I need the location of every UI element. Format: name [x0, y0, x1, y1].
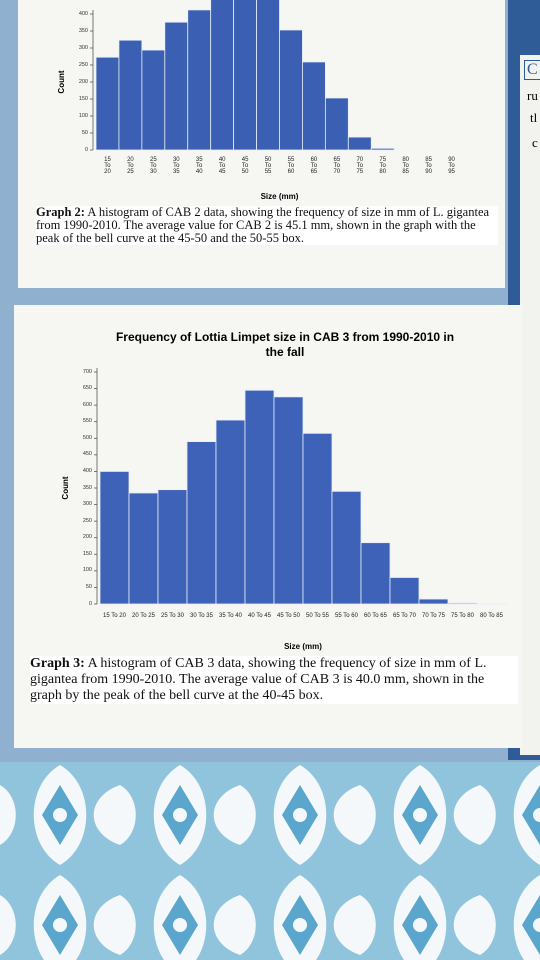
- x-axis-label: Size (mm): [260, 192, 299, 201]
- side-text: tl: [530, 110, 538, 125]
- bar: [128, 492, 159, 605]
- bar: [302, 432, 333, 605]
- bar: [118, 39, 143, 151]
- bar: [99, 471, 130, 605]
- x-tick-label: 55 To 60: [335, 613, 358, 619]
- bar: [302, 61, 326, 151]
- y-tick-label: 150: [82, 550, 92, 557]
- y-tick-label: 400: [78, 10, 88, 17]
- caption-label: Graph 2:: [36, 205, 85, 219]
- x-tick-label: 80 To 85: [480, 613, 503, 619]
- y-tick-label: 550: [82, 418, 92, 425]
- x-tick-label: 45 To 50: [277, 613, 300, 619]
- bar: [279, 29, 303, 151]
- caption: Graph 2: A histogram of CAB 2 data, show…: [36, 206, 498, 245]
- x-tick-label: 35 To 40: [195, 157, 203, 175]
- x-tick-label: 70 To 75: [422, 613, 445, 619]
- bar: [256, 0, 280, 151]
- bar: [347, 136, 372, 151]
- y-tick-label: 700: [82, 368, 92, 375]
- y-tick-label: 300: [82, 501, 92, 508]
- bar: [186, 441, 217, 605]
- y-tick-label: 400: [82, 467, 92, 474]
- bar: [244, 389, 275, 605]
- fabric: [0, 762, 540, 960]
- x-tick-label: 65 To 70: [333, 157, 341, 175]
- bar: [187, 9, 212, 151]
- bar: [215, 419, 246, 605]
- x-tick-label: 90 To 95: [448, 157, 455, 175]
- bar: [141, 49, 166, 151]
- x-tick-label: 70 To 75: [356, 157, 364, 175]
- x-tick-label: 50 To 55: [264, 157, 272, 175]
- bar: [164, 21, 189, 151]
- x-tick-label: 25 To 30: [150, 157, 157, 175]
- y-tick-label: 200: [78, 78, 88, 85]
- x-tick-label: 60 To 65: [364, 613, 387, 619]
- y-tick-label: 200: [82, 534, 92, 541]
- x-tick-label: 15 To 20: [103, 613, 126, 619]
- y-tick-label: 250: [78, 61, 88, 68]
- x-tick-label: 25 To 30: [161, 613, 184, 619]
- y-tick-label: 150: [78, 95, 88, 102]
- y-tick-label: 450: [82, 451, 92, 458]
- side-text: c: [532, 135, 538, 150]
- bar: [447, 602, 478, 605]
- y-tick-label: 0: [84, 146, 88, 153]
- bar: [331, 490, 362, 605]
- x-tick-label: 85 To 90: [425, 157, 432, 175]
- bar: [370, 147, 395, 151]
- x-tick-label: 40 To 45: [218, 157, 226, 175]
- side-paper: [520, 55, 540, 755]
- bar: [95, 56, 120, 151]
- y-tick-label: 350: [82, 484, 92, 491]
- x-tick-label: 20 To 25: [132, 613, 155, 619]
- bar: [418, 598, 449, 605]
- caption-label: Graph 3:: [30, 656, 85, 671]
- bar: [157, 489, 188, 605]
- y-tick-label: 100: [78, 112, 88, 119]
- caption-text: A histogram of CAB 3 data, showing the f…: [30, 656, 487, 703]
- y-tick-label: 100: [82, 567, 92, 574]
- bar: [233, 0, 257, 151]
- x-tick-label: 50 To 55: [306, 613, 329, 619]
- x-tick-label: 55 To 60: [287, 157, 295, 175]
- x-tick-label: 30 To 35: [190, 613, 213, 619]
- y-axis-label: Count: [57, 70, 66, 93]
- caption-text: A histogram of CAB 2 data, showing the f…: [36, 205, 490, 245]
- bar: [273, 396, 304, 605]
- x-axis-label: Size (mm): [284, 642, 322, 651]
- x-tick-label: 30 To 35: [172, 157, 180, 175]
- bar: [360, 542, 391, 605]
- x-tick-label: 60 To 65: [310, 157, 318, 175]
- y-tick-label: 250: [82, 517, 92, 524]
- bar: [210, 0, 235, 151]
- x-tick-label: 65 To 70: [393, 613, 416, 619]
- y-tick-label: 350: [78, 27, 88, 34]
- x-tick-label: 20 To 25: [127, 157, 134, 175]
- side-text: C: [524, 60, 540, 80]
- y-axis-label: Count: [61, 476, 70, 499]
- x-tick-label: 80 To 85: [402, 157, 409, 175]
- bar: [324, 97, 349, 151]
- x-tick-label: 15 To 20: [104, 157, 111, 175]
- y-tick-label: 500: [82, 434, 92, 441]
- x-tick-label: 45 To 50: [241, 157, 249, 175]
- y-tick-label: 600: [82, 401, 92, 408]
- y-tick-label: 50: [81, 129, 88, 136]
- y-tick-label: 50: [85, 583, 92, 590]
- bar: [389, 577, 420, 605]
- y-tick-label: 300: [78, 44, 88, 51]
- x-tick-label: 35 To 40: [219, 613, 242, 619]
- x-tick-label: 75 To 80: [451, 613, 474, 619]
- side-text: ru: [527, 88, 538, 103]
- caption: Graph 3: A histogram of CAB 3 data, show…: [30, 656, 518, 704]
- y-tick-label: 0: [88, 600, 92, 607]
- y-tick-label: 650: [82, 385, 92, 392]
- x-tick-label: 40 To 45: [248, 613, 271, 619]
- x-tick-label: 75 To 80: [379, 157, 387, 175]
- chart-title: Frequency of Lottia Limpet size in CAB 3…: [115, 330, 455, 359]
